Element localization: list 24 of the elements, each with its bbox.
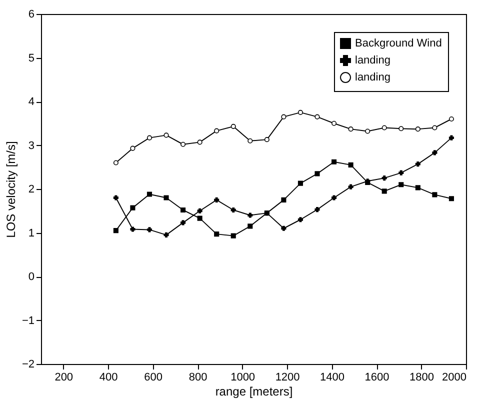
y-tick-label: 3 <box>28 140 34 152</box>
x-axis-title: range [meters] <box>215 384 293 398</box>
y-tick-label: 5 <box>28 52 34 64</box>
legend-label: landing <box>355 72 390 84</box>
legend-label: Background Wind <box>355 38 442 50</box>
x-tick-label: 600 <box>144 372 163 384</box>
y-tick-label: −2 <box>22 358 34 370</box>
y-tick-label: 0 <box>28 271 34 283</box>
x-tick-label: 400 <box>99 372 118 384</box>
x-tick-label: 1000 <box>230 372 256 384</box>
y-tick-label: 2 <box>28 184 34 196</box>
x-tick-label: 1400 <box>320 372 345 384</box>
y-tick-label: 6 <box>28 8 34 20</box>
x-tick-label: 2000 <box>442 372 466 384</box>
x-tick-label: 1600 <box>364 372 390 384</box>
y-tick-label: −1 <box>22 314 34 327</box>
legend-label: landing <box>355 54 390 66</box>
y-tick-label: 4 <box>28 96 34 108</box>
x-tick-label: 800 <box>188 372 208 384</box>
x-tick-label: 1200 <box>275 372 300 384</box>
x-tick-label: 1800 <box>410 372 434 384</box>
y-tick-label: 1 <box>28 227 34 240</box>
x-tick-label: 200 <box>54 372 74 384</box>
y-axis-title: LOS velocity [m/s] <box>4 141 18 238</box>
